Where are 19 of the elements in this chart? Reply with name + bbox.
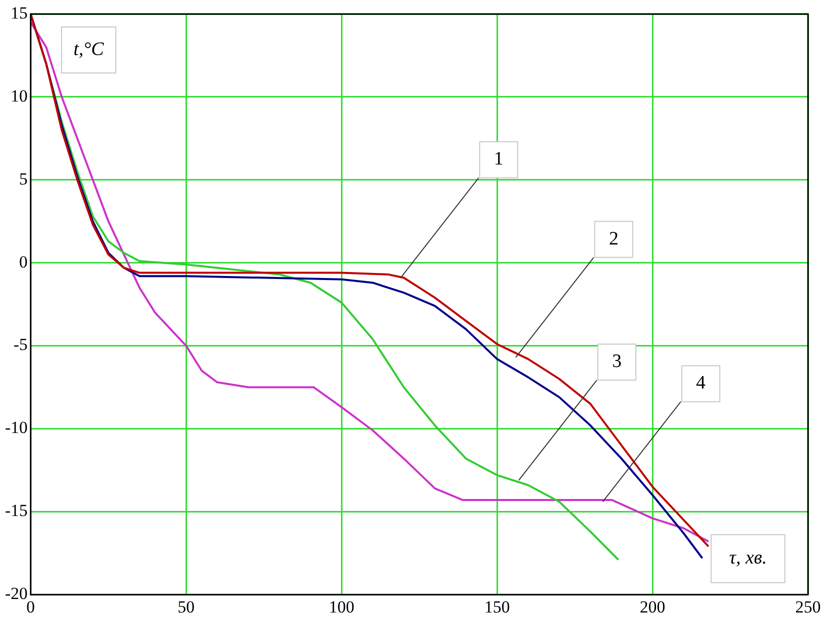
x-tick-label: 50 <box>178 597 195 616</box>
x-tick-label: 150 <box>484 597 510 616</box>
y-tick-label: 5 <box>19 169 28 188</box>
x-tick-label: 250 <box>795 597 821 616</box>
annotation: 1 <box>494 148 504 170</box>
y-axis-title: t,°C <box>74 39 104 60</box>
x-axis-title: τ, хв. <box>729 548 767 569</box>
x-tick-label: 200 <box>640 597 666 616</box>
y-tick-label: -20 <box>4 584 28 604</box>
y-tick-label: 10 <box>10 86 28 106</box>
y-tick-label: -5 <box>13 335 28 354</box>
y-tick-label: -10 <box>4 418 28 438</box>
x-tick-label: 100 <box>328 597 354 616</box>
y-tick-label: 0 <box>19 252 28 272</box>
annotation: 4 <box>696 372 706 394</box>
y-tick-label: 15 <box>10 3 28 22</box>
annotation: 2 <box>608 228 618 250</box>
annotation: 3 <box>612 351 622 372</box>
y-tick-label: -15 <box>4 501 28 520</box>
